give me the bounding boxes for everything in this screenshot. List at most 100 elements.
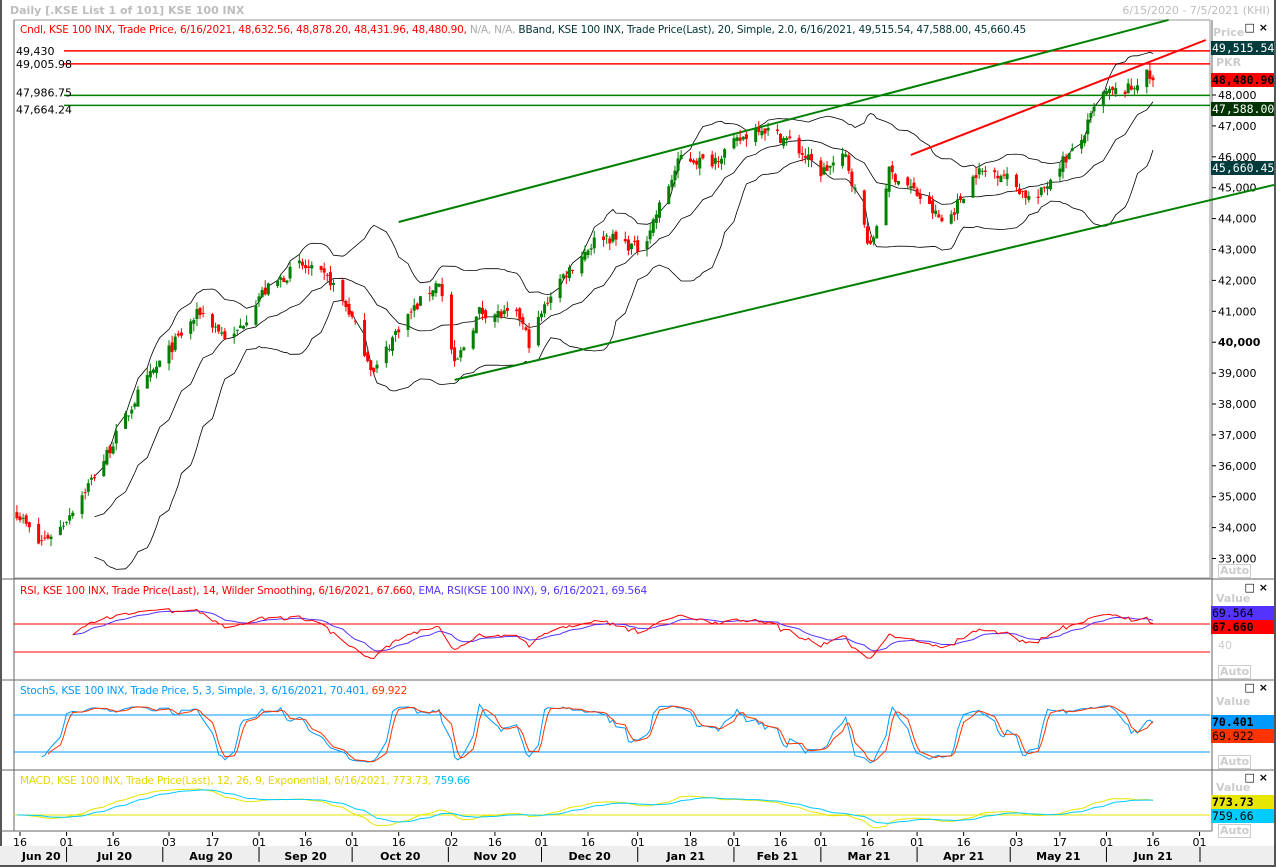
candle-body [611, 233, 615, 242]
horizontal-line-label: 49,430 [16, 45, 55, 58]
x-tick-label: 03 [162, 836, 176, 849]
candle-body [192, 319, 196, 324]
month-label: Jul 20 [96, 850, 132, 863]
rsi-auto-button[interactable]: Auto [1218, 665, 1252, 679]
candle-body [350, 311, 354, 317]
month-label: Nov 20 [473, 850, 516, 863]
candle-body [651, 219, 655, 233]
x-tick-label: 01 [534, 836, 548, 849]
candle-body [474, 316, 478, 334]
macd-pane-controls[interactable]: □ × [1244, 771, 1268, 784]
candle-body [127, 415, 131, 417]
candle-body [238, 325, 242, 328]
candle-body [456, 358, 460, 360]
window-title: Daily [.KSE List 1 of 101] KSE 100 INX [10, 4, 245, 17]
stoch-pane-controls[interactable]: □ × [1244, 681, 1268, 694]
candle-body [676, 158, 680, 171]
y-tick-label: 34,000 [1218, 522, 1257, 535]
candle-body [1036, 196, 1040, 198]
macd-legend: MACD, KSE 100 INX, Trade Price(Last), 12… [20, 775, 470, 787]
x-tick-label: 01 [727, 836, 741, 849]
candle-body [288, 266, 292, 279]
x-tick-label: 16 [1146, 836, 1160, 849]
candle-body [390, 337, 394, 351]
candle-body [1002, 174, 1006, 176]
candle-body [775, 129, 779, 131]
candle-body [564, 275, 568, 278]
candle-body [993, 170, 997, 173]
y-tick-label: 38,000 [1218, 398, 1257, 411]
candle-body [1058, 168, 1062, 177]
candle-body [549, 296, 553, 303]
candle-body [279, 277, 283, 280]
candle-body [449, 294, 453, 350]
candle-body [679, 154, 683, 160]
candle-body [415, 303, 419, 310]
candle-body [841, 153, 845, 166]
candle-body [173, 336, 177, 351]
candle-body [102, 461, 106, 477]
candle-body [546, 302, 550, 304]
price-legend: Cndl, KSE 100 INX, Trade Price, 6/16/202… [20, 24, 1026, 36]
y-tick-label: 48,000 [1218, 89, 1257, 102]
macd-signal-value: 759.66 [1211, 809, 1274, 823]
y-tick-label: 36,000 [1218, 460, 1257, 473]
stoch-k-value: 70.401 [1211, 715, 1274, 729]
price-auto-button[interactable]: Auto [1218, 564, 1252, 578]
bband-middle-line [94, 101, 1154, 518]
macd-auto-button[interactable]: Auto [1218, 824, 1252, 838]
month-label: Feb 21 [757, 850, 799, 863]
candle-body [515, 309, 519, 312]
candle-body [263, 287, 267, 295]
candle-body [760, 131, 764, 136]
candle-body [673, 170, 677, 181]
candle-body [1083, 135, 1087, 144]
candle-body [276, 280, 280, 287]
candle-body [210, 314, 214, 328]
candle-body [220, 332, 224, 334]
candle-body [1067, 153, 1071, 159]
candle-body [214, 326, 218, 328]
candle-body [158, 360, 162, 367]
macd-legend-signal: 759.66 [431, 775, 470, 787]
candle-body [105, 449, 109, 465]
candle-body [536, 316, 540, 346]
candle-body [788, 136, 792, 139]
macd-value: 773.73 [1211, 795, 1274, 809]
candle-body [1123, 91, 1127, 94]
stoch-auto-button[interactable]: Auto [1218, 755, 1252, 769]
candle-body [322, 268, 326, 273]
candle-body [952, 212, 956, 215]
candle-body [80, 495, 84, 515]
trendline [910, 39, 1207, 156]
candle-body [971, 176, 975, 198]
y-tick-label: 44,000 [1218, 213, 1257, 226]
candle-body [800, 152, 804, 155]
horizontal-line-label: 47,986.75 [16, 86, 72, 99]
candle-body [561, 274, 565, 279]
y-tick-label: 43,000 [1218, 244, 1257, 257]
x-tick-label: 01 [1193, 836, 1207, 849]
candle-body [108, 446, 112, 454]
candle-body [1080, 140, 1084, 149]
candle-body [484, 310, 488, 319]
candle-body [195, 309, 199, 319]
x-tick-label: 03 [1009, 836, 1023, 849]
candle-body [636, 240, 640, 252]
candle-body [325, 274, 329, 276]
month-label: Apr 21 [943, 850, 984, 863]
candle-body [114, 430, 118, 444]
x-tick-label: 17 [1053, 836, 1067, 849]
rsi-legend-ema: EMA, RSI(KSE 100 INX), 9, 6/16/2021, 69.… [415, 585, 647, 597]
x-tick-label: 01 [60, 836, 74, 849]
candle-body [928, 196, 932, 205]
candle-body [49, 536, 53, 540]
candle-body [999, 175, 1003, 183]
candle-body [723, 149, 727, 158]
pane-controls[interactable]: □ × [1244, 21, 1268, 34]
rsi-pane-controls[interactable]: □ × [1244, 581, 1268, 594]
candle-body [853, 187, 857, 190]
candle-body [437, 283, 441, 287]
candle-body [27, 522, 31, 528]
